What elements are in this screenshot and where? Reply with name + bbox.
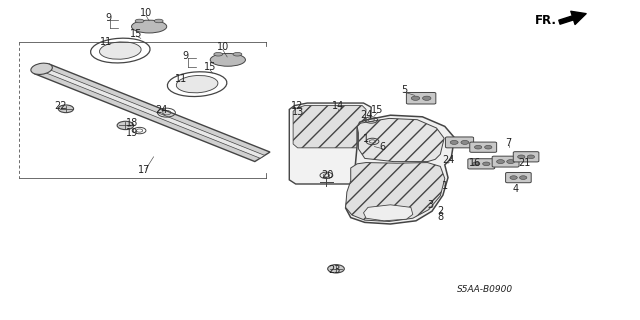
Circle shape	[422, 96, 431, 100]
Circle shape	[510, 176, 517, 180]
Polygon shape	[357, 118, 444, 162]
Text: 14: 14	[332, 101, 344, 111]
Text: 17: 17	[138, 164, 150, 175]
Text: 22: 22	[54, 100, 67, 111]
FancyBboxPatch shape	[492, 156, 519, 167]
FancyBboxPatch shape	[406, 92, 436, 104]
Text: 15: 15	[371, 105, 384, 116]
Text: 1: 1	[442, 180, 448, 191]
Ellipse shape	[99, 42, 141, 59]
Circle shape	[474, 145, 482, 149]
Circle shape	[472, 162, 480, 166]
Text: 12: 12	[291, 101, 304, 111]
Text: 24: 24	[442, 155, 454, 165]
FancyArrowPatch shape	[559, 11, 586, 25]
Polygon shape	[293, 106, 366, 148]
Circle shape	[58, 105, 74, 113]
Ellipse shape	[210, 53, 245, 66]
Text: 9: 9	[106, 12, 112, 23]
Text: 15: 15	[130, 28, 143, 39]
Text: 23: 23	[328, 265, 341, 276]
Text: 6: 6	[380, 142, 386, 152]
Text: 15: 15	[204, 62, 216, 72]
Text: 20: 20	[321, 170, 334, 180]
Text: 1: 1	[363, 134, 369, 144]
Circle shape	[518, 155, 525, 159]
Polygon shape	[364, 205, 413, 221]
Ellipse shape	[135, 19, 144, 23]
Circle shape	[461, 140, 469, 144]
Circle shape	[484, 145, 492, 149]
Text: 10: 10	[216, 42, 229, 52]
Polygon shape	[39, 68, 265, 158]
Polygon shape	[346, 163, 445, 221]
Text: 10: 10	[140, 8, 152, 18]
Polygon shape	[289, 103, 371, 184]
Circle shape	[328, 265, 344, 273]
Text: 11: 11	[175, 74, 188, 84]
Ellipse shape	[31, 63, 52, 75]
Circle shape	[450, 140, 458, 144]
Text: 24: 24	[360, 110, 372, 120]
Circle shape	[497, 160, 504, 164]
Polygon shape	[346, 115, 454, 224]
Ellipse shape	[132, 20, 166, 33]
Ellipse shape	[176, 76, 218, 93]
Text: 5: 5	[401, 84, 408, 95]
Circle shape	[483, 162, 490, 166]
Ellipse shape	[233, 52, 242, 56]
Text: 9: 9	[182, 51, 189, 61]
Text: 3: 3	[427, 200, 433, 210]
Text: 11: 11	[99, 36, 112, 47]
Text: FR.: FR.	[535, 14, 557, 27]
Circle shape	[117, 121, 134, 130]
Circle shape	[520, 176, 527, 180]
Text: 8: 8	[437, 212, 444, 222]
Text: 7: 7	[506, 138, 512, 148]
Text: 2: 2	[437, 206, 444, 216]
Ellipse shape	[214, 52, 223, 56]
FancyBboxPatch shape	[468, 159, 495, 169]
FancyBboxPatch shape	[445, 137, 474, 148]
Text: 4: 4	[512, 184, 518, 195]
FancyBboxPatch shape	[470, 142, 497, 152]
Circle shape	[527, 155, 534, 159]
Circle shape	[507, 160, 515, 164]
Text: 13: 13	[291, 107, 304, 117]
FancyBboxPatch shape	[513, 152, 539, 162]
Text: 16: 16	[468, 158, 481, 168]
Text: 19: 19	[126, 128, 139, 138]
Text: 21: 21	[518, 158, 531, 168]
Text: 24: 24	[156, 105, 168, 116]
Ellipse shape	[154, 19, 163, 23]
Polygon shape	[34, 64, 270, 162]
Text: 18: 18	[126, 118, 139, 128]
Circle shape	[412, 96, 420, 100]
Text: S5AA-B0900: S5AA-B0900	[457, 285, 513, 294]
FancyBboxPatch shape	[506, 172, 531, 183]
